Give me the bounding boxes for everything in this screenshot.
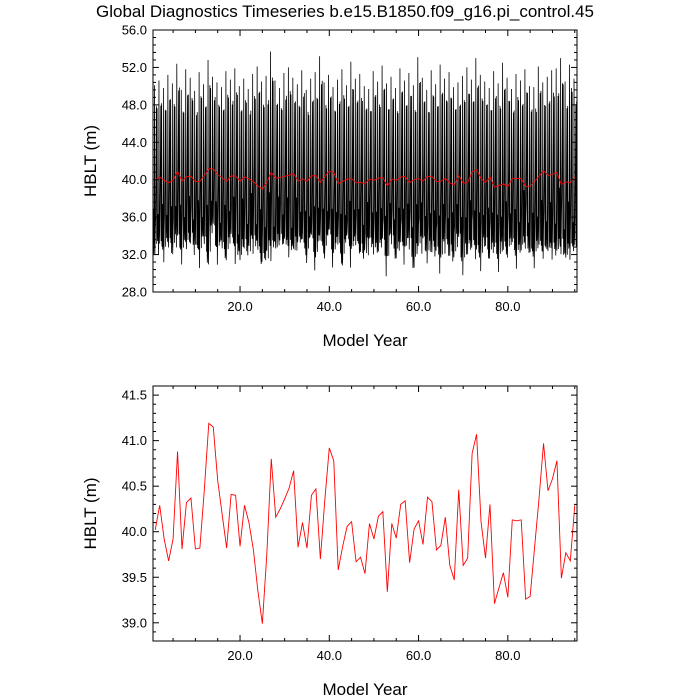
series-group: [153, 51, 577, 277]
y-tick-label: 41.0: [122, 433, 147, 448]
x-tick-label: 20.0: [227, 648, 252, 663]
x-tick-label: 60.0: [406, 299, 431, 314]
y-tick-label: 40.0: [122, 172, 147, 187]
y-tick-label: 40.0: [122, 524, 147, 539]
top-timeseries-panel: 20.0 40.0 60.0 80.0 28.0 32.0 36.0 40.0 44.0 48.0…: [81, 23, 578, 350]
x-axis-label: Model Year: [322, 680, 407, 699]
series-group: [154, 422, 576, 624]
y-tick-label: 36.0: [122, 210, 147, 225]
figure-title: Global Diagnostics Timeseries b.e15.B185…: [96, 2, 594, 21]
y-tick-label: 39.5: [122, 570, 147, 585]
annual-mean-series-line: [155, 168, 576, 190]
y-tick-label: 41.5: [122, 388, 147, 403]
y-tick-label: 52.0: [122, 60, 147, 75]
x-tick-label: 80.0: [495, 299, 520, 314]
bottom-annual-mean-panel: 20.0 40.0 60.0 80.0 39.0 39.5 40.0 40.5 41.0 41.5…: [81, 385, 578, 699]
y-axis-label: HBLT (m): [81, 125, 100, 197]
x-tick-label: 40.0: [317, 648, 342, 663]
y-tick-label: 28.0: [122, 285, 147, 300]
y-tick-label: 32.0: [122, 247, 147, 262]
y-tick-label: 39.0: [122, 615, 147, 630]
y-tick-label: 44.0: [122, 135, 147, 150]
y-tick-label: 56.0: [122, 23, 147, 38]
annual-mean-series-line: [154, 422, 576, 624]
monthly-series-line: [153, 51, 577, 277]
x-tick-label: 40.0: [317, 299, 342, 314]
y-tick-label: 40.5: [122, 479, 147, 494]
x-tick-label: 80.0: [495, 648, 520, 663]
x-tick-label: 60.0: [406, 648, 431, 663]
y-tick-label: 48.0: [122, 97, 147, 112]
x-tick-label: 20.0: [227, 299, 252, 314]
plot-frame: [152, 29, 578, 293]
y-axis-label: HBLT (m): [81, 477, 100, 549]
plot-frame: [152, 385, 578, 642]
x-axis-label: Model Year: [322, 331, 407, 350]
